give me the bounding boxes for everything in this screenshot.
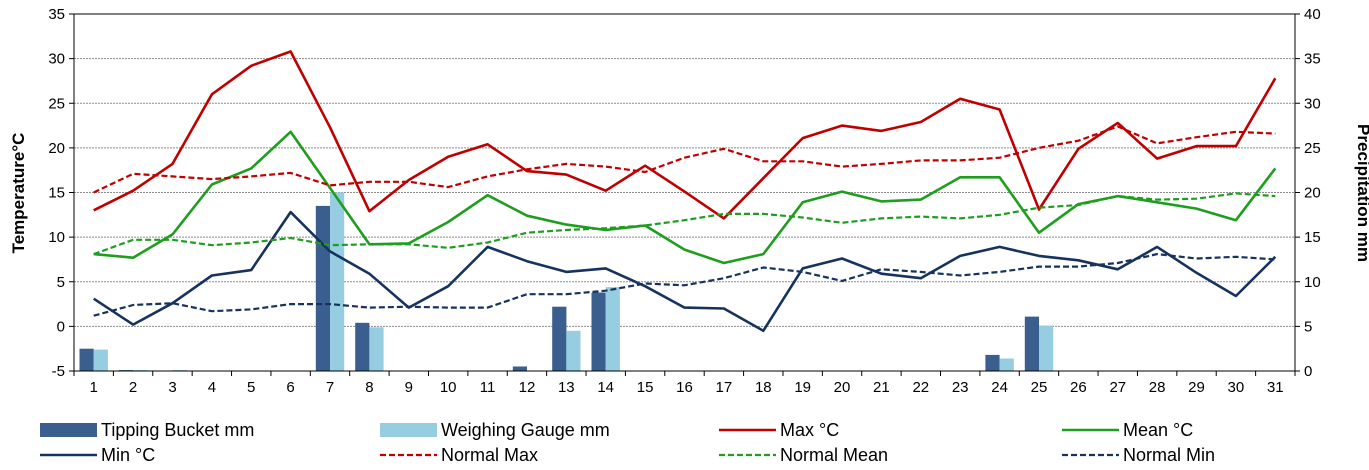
x-tick-label: 12: [519, 379, 536, 396]
legend-label: Normal Mean: [780, 445, 888, 465]
legend-item: Mean °C: [1062, 420, 1193, 440]
x-tick-label: 4: [208, 379, 216, 396]
legend-label: Normal Min: [1123, 445, 1215, 465]
legend-swatch: [40, 423, 97, 437]
legend-label: Weighing Gauge mm: [441, 420, 610, 440]
y-axis-title-right: Precipitation mm: [1354, 124, 1369, 262]
bar-weighing-gauge: [93, 349, 108, 371]
x-tick-label: 22: [912, 379, 929, 396]
x-tick-label: 27: [1109, 379, 1126, 396]
y2-tick-label: 30: [1304, 95, 1321, 112]
x-tick-label: 28: [1149, 379, 1166, 396]
legend-label: Min °C: [101, 445, 155, 465]
bar-weighing-gauge: [1039, 325, 1054, 371]
legend-item: Max °C: [719, 420, 839, 440]
bar-tipping-bucket: [512, 366, 527, 371]
bar-weighing-gauge: [605, 287, 620, 371]
bar-tipping-bucket: [985, 354, 1000, 371]
legend-item: Min °C: [40, 445, 155, 465]
x-tick-label: 7: [326, 379, 334, 396]
y2-tick-label: 25: [1304, 140, 1321, 157]
x-tick-label: 5: [247, 379, 255, 396]
y2-tick-label: 20: [1304, 185, 1321, 202]
series-line-max-c: [93, 50, 1277, 220]
y2-tick-label: 5: [1304, 318, 1312, 335]
x-tick-label: 17: [716, 379, 733, 396]
y-tick-label: 10: [48, 229, 65, 246]
legend-label: Max °C: [780, 420, 839, 440]
legend: Tipping Bucket mm Weighing Gauge mm Max °C…: [40, 420, 1215, 465]
x-tick-label: 1: [90, 379, 98, 396]
y2-tick-label: 15: [1304, 229, 1321, 246]
precipitation-bars: [79, 192, 1054, 371]
y-tick-label: 0: [57, 318, 65, 335]
x-tick-label: 25: [1031, 379, 1048, 396]
legend-label: Normal Max: [441, 445, 538, 465]
bar-tipping-bucket: [552, 306, 567, 371]
x-tick-label: 2: [129, 379, 137, 396]
x-tick-label: 26: [1070, 379, 1087, 396]
legend-label: Mean °C: [1123, 420, 1193, 440]
bar-weighing-gauge: [999, 358, 1014, 371]
y-tick-label: 35: [48, 6, 65, 23]
bar-tipping-bucket: [315, 205, 330, 371]
x-tick-label: 24: [991, 379, 1008, 396]
bar-tipping-bucket: [355, 322, 370, 371]
x-tick-label: 13: [558, 379, 575, 396]
y-tick-label: 25: [48, 95, 65, 112]
bar-weighing-gauge: [369, 327, 384, 371]
series-line-normal-max: [93, 125, 1276, 194]
y-tick-label: 15: [48, 185, 65, 202]
legend-item: Tipping Bucket mm: [40, 420, 254, 440]
temperature-lines: [92, 50, 1277, 333]
y-tick-label: 30: [48, 51, 65, 68]
series-line-normal-min: [93, 253, 1276, 317]
x-tick-label: 31: [1267, 379, 1284, 396]
y2-tick-label: 35: [1304, 51, 1321, 68]
x-tick-label: 10: [440, 379, 457, 396]
bar-weighing-gauge: [330, 192, 345, 371]
bar-weighing-gauge: [566, 330, 581, 371]
x-tick-label: 30: [1228, 379, 1245, 396]
bar-tipping-bucket: [79, 348, 94, 371]
x-tick-label: 15: [637, 379, 654, 396]
x-tick-label: 3: [168, 379, 176, 396]
y-axis-title-left: Temperature°C: [9, 133, 28, 254]
y2-tick-label: 40: [1304, 6, 1321, 23]
y-tick-label: 5: [57, 274, 65, 291]
x-tick-label: 21: [873, 379, 890, 396]
legend-item: Normal Max: [380, 445, 538, 465]
legend-label: Tipping Bucket mm: [101, 420, 254, 440]
series-line-min-c: [92, 210, 1277, 333]
x-tick-label: 19: [794, 379, 811, 396]
x-tick-label: 23: [952, 379, 969, 396]
x-tick-label: 14: [597, 379, 614, 396]
x-tick-label: 11: [480, 379, 496, 396]
x-tick-label: 20: [834, 379, 851, 396]
x-tick-label: 9: [405, 379, 413, 396]
legend-item: Normal Mean: [719, 445, 888, 465]
x-tick-label: 16: [676, 379, 693, 396]
y2-tick-label: 10: [1304, 274, 1321, 291]
legend-item: Normal Min: [1062, 445, 1215, 465]
legend-item: Weighing Gauge mm: [380, 420, 610, 440]
bar-tipping-bucket: [591, 292, 606, 371]
y-tick-label: 20: [48, 140, 65, 157]
x-tick-label: 6: [286, 379, 294, 396]
series-line-normal-mean: [93, 192, 1276, 256]
x-tick-label: 18: [755, 379, 772, 396]
y2-tick-label: 0: [1304, 363, 1312, 380]
x-tick-label: 29: [1188, 379, 1205, 396]
bar-tipping-bucket: [1024, 316, 1039, 371]
x-tick-label: 8: [365, 379, 373, 396]
legend-swatch: [380, 423, 437, 437]
y-tick-label: -5: [52, 363, 65, 380]
